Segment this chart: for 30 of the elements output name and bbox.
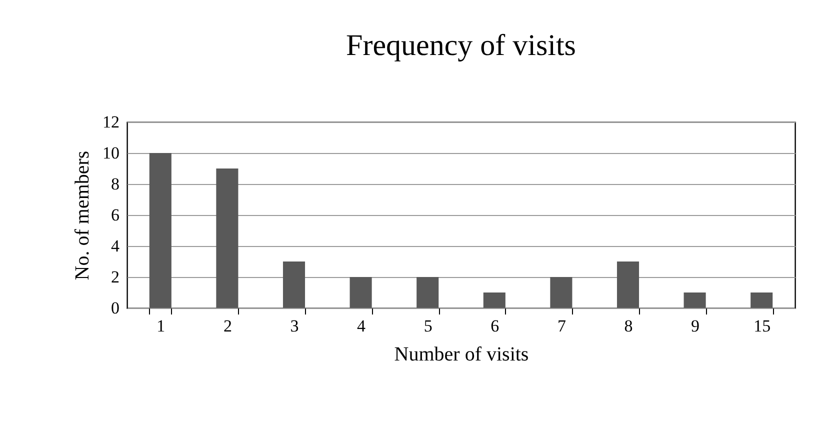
y-tick-label: 4 [111,236,120,256]
x-tick-label: 5 [424,316,432,336]
x-tick-label: 4 [357,316,366,336]
y-tick-label: 12 [102,112,120,132]
bar [282,262,306,308]
x-tick-label: 1 [156,316,166,336]
y-tick-label: 6 [111,206,120,224]
x-tick-label: 3 [290,316,299,336]
x-tick-label: 9 [691,316,700,336]
bar [483,292,506,308]
bar [550,277,572,308]
x-tick-label: 7 [557,316,566,336]
y-axis-title: No. of members [72,150,94,280]
chart-title: Frequency of visits [346,29,576,62]
bar [149,153,172,308]
y-tick-label: 10 [102,144,120,162]
x-tick-label: 6 [490,316,500,336]
bar [616,262,640,308]
bar [416,277,439,308]
bar [684,292,706,308]
y-tick-label: 2 [111,268,120,286]
bar [750,292,773,308]
x-tick-label: 8 [624,316,633,336]
y-tick-label: 0 [111,298,120,318]
y-tick-label: 8 [111,174,120,194]
x-tick-label: 15 [754,316,771,336]
bar [350,277,372,308]
x-tick-label: 2 [223,316,232,336]
bar [216,168,238,308]
x-axis-title: Number of visits [394,344,529,366]
